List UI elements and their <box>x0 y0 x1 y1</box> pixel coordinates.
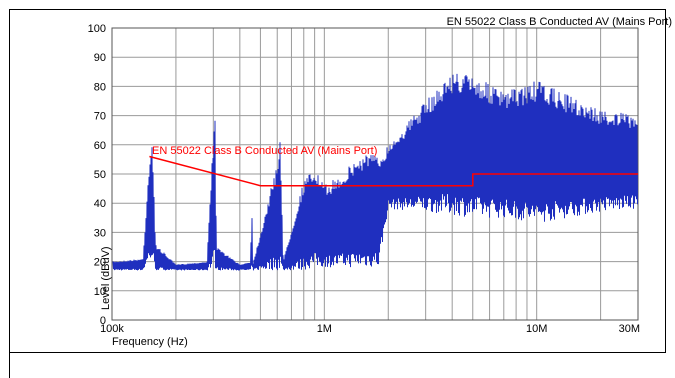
x-axis-title: Frequency (Hz) <box>112 336 188 348</box>
limit-series <box>149 155 638 187</box>
y-tick-label: 0 <box>100 315 106 327</box>
y-tick-label: 40 <box>94 198 106 210</box>
x-tick-label: 30M <box>619 323 640 335</box>
y-tick-label: 90 <box>94 52 106 64</box>
x-tick-labels: 100k 1M 10M 30M <box>100 323 640 335</box>
limit-line <box>149 155 638 187</box>
y-tick-label: 100 <box>88 23 106 35</box>
y-tick-label: 30 <box>94 227 106 239</box>
y-tick-labels: 0 10 20 30 40 50 60 70 80 90 100 <box>88 23 106 327</box>
x-tick-label: 10M <box>526 323 547 335</box>
x-tick-label: 1M <box>317 323 332 335</box>
measurement-trace <box>112 73 638 271</box>
edge-mark <box>9 353 10 378</box>
measurement-series <box>112 73 638 271</box>
y-tick-label: 80 <box>94 81 106 93</box>
y-tick-label: 70 <box>94 111 106 123</box>
y-axis-title: Level (dBuV) <box>100 246 112 310</box>
x-tick-label: 100k <box>100 323 124 335</box>
y-tick-label: 50 <box>94 169 106 181</box>
y-tick-label: 10 <box>94 286 106 298</box>
chart-title: EN 55022 Class B Conducted AV (Mains Por… <box>447 16 672 28</box>
y-tick-label: 20 <box>94 257 106 269</box>
y-tick-label: 60 <box>94 140 106 152</box>
limit-label: EN 55022 Class B Conducted AV (Mains Por… <box>152 145 377 157</box>
